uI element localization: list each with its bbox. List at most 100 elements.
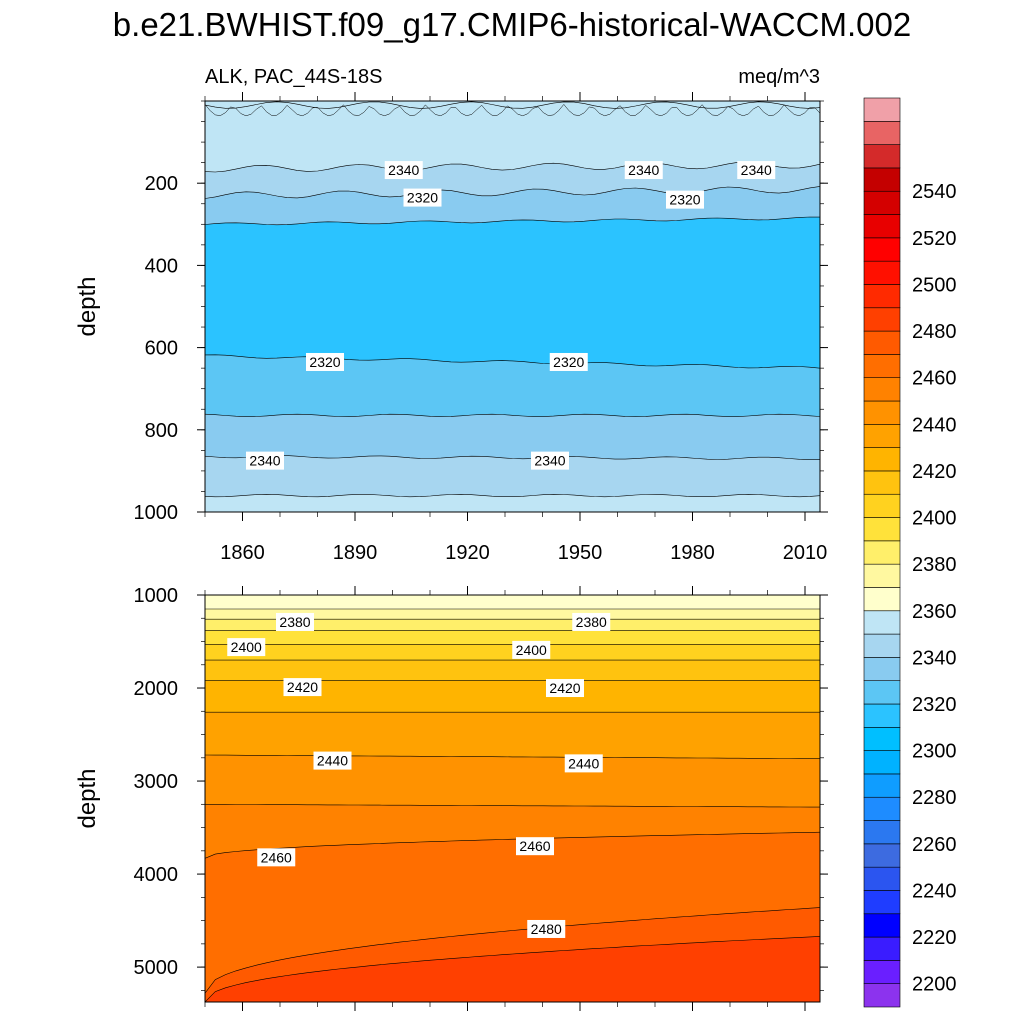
svg-text:2400: 2400 bbox=[231, 639, 262, 655]
svg-text:2440: 2440 bbox=[317, 753, 348, 769]
svg-text:2320: 2320 bbox=[407, 190, 438, 206]
contour-line-2360 bbox=[205, 101, 820, 109]
colorbar-swatch bbox=[863, 400, 901, 425]
colorbar-swatch bbox=[863, 144, 901, 169]
contour-line-2450 bbox=[205, 831, 820, 859]
colorbar-swatch bbox=[863, 190, 901, 215]
svg-text:2420: 2420 bbox=[549, 680, 580, 696]
contour-line-2330 bbox=[205, 413, 820, 417]
svg-text:2460: 2460 bbox=[261, 849, 292, 865]
colorbar-label: 2540 bbox=[912, 181, 957, 203]
contour-label: 2380 bbox=[572, 612, 611, 631]
y-tick-label: 4000 bbox=[134, 864, 179, 886]
panel-units: meq/m^3 bbox=[738, 66, 820, 88]
colorbar-swatch bbox=[863, 447, 901, 472]
colorbar-swatch bbox=[863, 237, 901, 262]
colorbar-label: 2440 bbox=[912, 414, 957, 436]
svg-text:2380: 2380 bbox=[576, 614, 607, 630]
y-tick-label: 3000 bbox=[134, 771, 179, 793]
colorbar-swatch bbox=[863, 540, 901, 565]
y-tick-label: 200 bbox=[145, 173, 178, 195]
colorbar-label: 2400 bbox=[912, 508, 957, 530]
figure-title: b.e21.BWHIST.f09_g17.CMIP6-historical-WA… bbox=[113, 6, 911, 43]
y-tick-label: 400 bbox=[145, 255, 178, 277]
colorbar-label: 2360 bbox=[912, 601, 957, 623]
contour-line-2350 bbox=[205, 161, 820, 173]
colorbar-swatch bbox=[863, 377, 901, 402]
colorbar-swatch bbox=[863, 563, 901, 588]
colorbar-swatch bbox=[863, 820, 901, 845]
contour-label: 2340 bbox=[246, 451, 284, 470]
x-tick-label: 1980 bbox=[670, 542, 715, 564]
colorbar-swatch bbox=[863, 424, 901, 448]
y-tick-label: 2000 bbox=[134, 678, 179, 700]
colorbar-swatch bbox=[863, 936, 901, 961]
colorbar-label: 2240 bbox=[912, 880, 957, 902]
y-tick-label: 800 bbox=[145, 420, 178, 442]
colorbar-swatch bbox=[863, 890, 901, 915]
contour-label: 2340 bbox=[531, 451, 569, 470]
contour-label: 2400 bbox=[227, 638, 266, 657]
x-tick-label: 1890 bbox=[333, 542, 378, 564]
svg-text:2380: 2380 bbox=[279, 614, 310, 630]
y-tick-label: 5000 bbox=[134, 957, 179, 979]
colorbar-swatch bbox=[863, 727, 901, 751]
contour-line-2460 bbox=[205, 907, 820, 994]
colorbar-label: 2420 bbox=[912, 461, 957, 483]
colorbar-swatch bbox=[863, 284, 901, 309]
contour-fills bbox=[205, 595, 820, 1002]
colorbar: 2200 2220 2240 2260 2280 2300 2320 2340 2360 2380… bbox=[863, 97, 957, 1008]
svg-text:2340: 2340 bbox=[534, 453, 565, 469]
svg-text:2340: 2340 bbox=[741, 162, 772, 178]
contour-label: 2320 bbox=[403, 188, 442, 207]
svg-text:2480: 2480 bbox=[531, 921, 562, 937]
contour-label: 2320 bbox=[306, 352, 344, 371]
contour-line-2430 bbox=[205, 754, 820, 759]
contour-line-2340 bbox=[205, 186, 820, 199]
svg-text:2460: 2460 bbox=[519, 838, 550, 854]
colorbar-label: 2500 bbox=[912, 274, 957, 296]
contour-band-2350 bbox=[205, 494, 820, 512]
contour-label: 2440 bbox=[313, 751, 352, 770]
x-tick-label: 1920 bbox=[445, 542, 490, 564]
colorbar-swatch bbox=[863, 307, 901, 332]
contour-label: 2320 bbox=[666, 190, 704, 209]
colorbar-swatch bbox=[863, 167, 901, 192]
svg-text:2340: 2340 bbox=[628, 162, 659, 178]
colorbar-swatch bbox=[863, 750, 901, 775]
colorbar-label: 2380 bbox=[912, 554, 957, 576]
lower-panel-plot: 2380 2380 2400 2400 2420 2420 2440 2440 2460 2460… bbox=[74, 585, 828, 1011]
colorbar-swatch bbox=[863, 680, 901, 705]
panel-variable-region: ALK, PAC_44S-18S bbox=[205, 66, 383, 88]
colorbar-swatch bbox=[863, 587, 901, 612]
contour-line-2470 bbox=[205, 936, 820, 1002]
colorbar-label: 2520 bbox=[912, 228, 957, 250]
contour-label: 2380 bbox=[276, 612, 314, 631]
contour-line-2330 bbox=[205, 216, 820, 226]
colorbar-label: 2480 bbox=[912, 321, 957, 343]
colorbar-swatch bbox=[863, 610, 901, 635]
colorbar-swatch bbox=[863, 796, 901, 821]
contour-label: 2340 bbox=[737, 161, 776, 180]
y-tick-label: 600 bbox=[145, 338, 178, 360]
contour-label: 2480 bbox=[527, 919, 566, 938]
colorbar-label: 2300 bbox=[912, 741, 957, 763]
colorbar-swatch bbox=[863, 960, 901, 984]
colorbar-swatch bbox=[863, 121, 901, 145]
y-tick-label: 1000 bbox=[134, 502, 179, 524]
colorbar-swatch bbox=[863, 470, 901, 495]
colorbar-swatch bbox=[863, 633, 901, 658]
contour-line-2440 bbox=[205, 804, 820, 808]
x-tick-label: 1950 bbox=[558, 542, 603, 564]
svg-text:2440: 2440 bbox=[568, 755, 599, 771]
colorbar-swatch bbox=[863, 843, 901, 868]
svg-text:2420: 2420 bbox=[287, 679, 318, 695]
contour-label: 2340 bbox=[624, 161, 663, 180]
plot-frame bbox=[204, 594, 821, 1003]
contour-label: 2460 bbox=[516, 837, 554, 856]
colorbar-swatch bbox=[863, 214, 901, 239]
colorbar-swatch bbox=[863, 703, 901, 728]
colorbar-swatch bbox=[863, 260, 901, 285]
colorbar-swatch bbox=[863, 97, 901, 122]
